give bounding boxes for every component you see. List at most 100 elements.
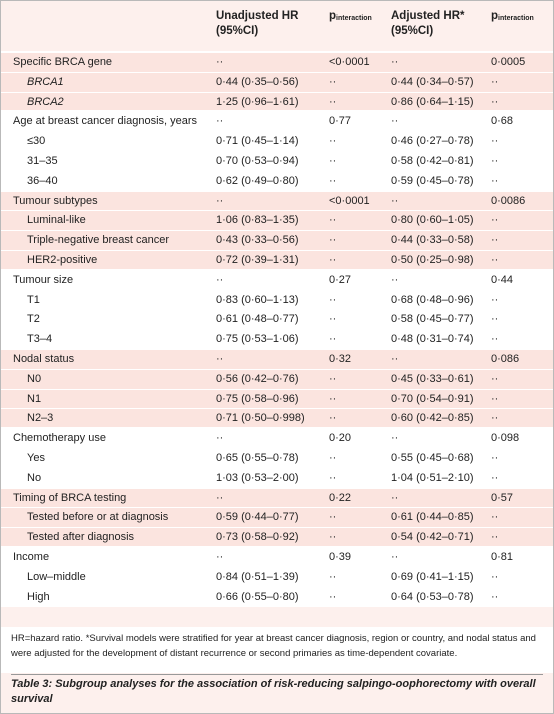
- table-cell: ··: [329, 234, 337, 247]
- table-cell: ··: [329, 174, 337, 187]
- table-cell: 0·0005: [491, 56, 526, 68]
- group: Income ·· 0·39 ·· 0·81 Low–middle 0·84 (0·51–1…: [1, 546, 553, 608]
- table-cell: 36–40: [27, 174, 58, 187]
- table-cell: 0·39: [329, 551, 352, 563]
- table-cell: Tumour size: [13, 273, 74, 286]
- table-cell: Chemotherapy use: [13, 432, 106, 445]
- table-cell: ··: [491, 135, 499, 148]
- table-cell: ··: [491, 253, 499, 266]
- table-cell: 0·64 (0·53–0·78): [391, 590, 474, 603]
- table-cell: 0·58 (0·42–0·81): [391, 154, 474, 167]
- table-cell: ··: [491, 392, 499, 405]
- table-cell: ··: [216, 432, 224, 445]
- header-main: Adjusted HR*: [391, 10, 465, 22]
- table-cell: ··: [216, 56, 224, 68]
- table-cell: ··: [329, 372, 337, 385]
- table-row: Nodal status ·· 0·32 ·· 0·086: [1, 350, 553, 370]
- table-cell: Nodal status: [13, 353, 75, 365]
- table-cell: 0·75 (0·53–1·06): [216, 333, 299, 346]
- table-row: No 1·03 (0·53–2·00) ·· 1·04 (0·51–2·10) ··: [1, 469, 553, 489]
- table-cell: 0·81: [491, 551, 514, 563]
- group: Age at breast cancer diagnosis, years ·· 0…: [1, 110, 553, 192]
- table-cell: N1: [27, 392, 42, 405]
- table-cell: ··: [391, 491, 399, 504]
- table-cell: ··: [491, 531, 499, 544]
- column-header: pinteraction: [329, 9, 372, 26]
- table-row: Tumour size ·· 0·27 ·· 0·44: [1, 271, 553, 291]
- table-cell: 0·77: [329, 115, 352, 128]
- table-cell: 0·66 (0·55–0·80): [216, 590, 299, 603]
- table-cell: 0·71 (0·45–1·14): [216, 135, 299, 148]
- table-cell: 0·83 (0·60–1·13): [216, 293, 299, 306]
- table-cell: ··: [391, 115, 399, 128]
- table-cell: N2–3: [27, 412, 54, 425]
- table-cell: ··: [329, 511, 337, 524]
- table-cell: ··: [391, 273, 399, 286]
- table-cell: 0·59 (0·45–0·78): [391, 174, 474, 187]
- table-cell: 0·58 (0·45–0·77): [391, 313, 474, 326]
- table-cell: 0·68 (0·48–0·96): [391, 293, 474, 306]
- table-cell: ··: [491, 214, 499, 227]
- table-row: N1 0·75 (0·58–0·96) ·· 0·70 (0·54–0·91) ··: [1, 390, 553, 410]
- table-cell: ··: [329, 392, 337, 405]
- table-cell: ··: [216, 491, 224, 504]
- table-cell: 0·44 (0·35–0·56): [216, 75, 299, 88]
- table-cell: T2: [27, 313, 40, 326]
- table-cell: 0·48 (0·31–0·74): [391, 333, 474, 346]
- header-sub: interaction: [336, 15, 372, 22]
- table-cell: ··: [491, 570, 499, 583]
- table-cell: 0·44 (0·33–0·58): [391, 234, 474, 247]
- table-cell: 0·84 (0·51–1·39): [216, 570, 299, 583]
- table-cell: <0·0001: [329, 194, 370, 207]
- table-cell: ··: [329, 253, 337, 266]
- table-cell: ··: [491, 451, 499, 464]
- table-cell: HER2-positive: [27, 253, 98, 266]
- table-cell: 0·22: [329, 491, 352, 504]
- table-cell: 0·75 (0·58–0·96): [216, 392, 299, 405]
- table-cell: Yes: [27, 451, 45, 464]
- table-cell: ··: [391, 551, 399, 563]
- table-cell: 0·73 (0·58–0·92): [216, 531, 299, 544]
- table-row: 36–40 0·62 (0·49–0·80) ·· 0·59 (0·45–0·78) ·…: [1, 172, 553, 192]
- table-row: Tested after diagnosis 0·73 (0·58–0·92) ··…: [1, 528, 553, 548]
- table-cell: No: [27, 471, 42, 484]
- table-cell: ··: [216, 273, 224, 286]
- table-row: Specific BRCA gene ·· <0·0001 ·· 0·0005: [1, 53, 553, 73]
- table-cell: ··: [491, 95, 499, 108]
- table-cell: ··: [491, 154, 499, 167]
- table-cell: 0·57: [491, 491, 514, 504]
- column-header: Unadjusted HR (95%CI): [216, 9, 298, 39]
- group: Tumour size ·· 0·27 ·· 0·44 T1 0·83 (0·60–1·13…: [1, 268, 553, 350]
- table-cell: 0·61 (0·44–0·85): [391, 511, 474, 524]
- table-row: ≤30 0·71 (0·45–1·14) ·· 0·46 (0·27–0·78) ··: [1, 132, 553, 152]
- table-cell: ··: [329, 590, 337, 603]
- table-cell: 0·72 (0·39–1·31): [216, 253, 299, 266]
- table-cell: ··: [391, 432, 399, 445]
- table-cell: High: [27, 590, 50, 603]
- table-cell: ··: [329, 570, 337, 583]
- table-row: High 0·66 (0·55–0·80) ·· 0·64 (0·53–0·78) ··: [1, 588, 553, 608]
- table-cell: T3–4: [27, 333, 53, 346]
- table-cell: ··: [391, 56, 399, 68]
- table-cell: 0·71 (0·50–0·998): [216, 412, 305, 425]
- header-main: p: [329, 10, 337, 22]
- table-cell: N0: [27, 372, 42, 385]
- table-cell: ··: [491, 590, 499, 603]
- table-cell: ··: [216, 353, 224, 365]
- table-cell: 0·44: [491, 273, 514, 286]
- table-cell: ··: [216, 194, 224, 207]
- table-cell: 0·86 (0·64–1·15): [391, 95, 474, 108]
- footnote: HR=hazard ratio. *Survival models were s…: [11, 633, 536, 659]
- table-cell: ··: [491, 75, 499, 88]
- table-cell: 1·25 (0·96–1·61): [216, 95, 299, 108]
- table-cell: 0·61 (0·48–0·77): [216, 313, 299, 326]
- table-cell: 0·098: [491, 432, 520, 445]
- table-cell: ··: [329, 154, 337, 167]
- table-cell: Tested after diagnosis: [27, 531, 135, 544]
- table-cell: BRCA1: [27, 75, 64, 88]
- header-main: Unadjusted HR: [216, 10, 299, 22]
- table-cell: ··: [329, 75, 337, 88]
- footnote-area: [1, 627, 553, 673]
- table-row: N0 0·56 (0·42–0·76) ·· 0·45 (0·33–0·61) ··: [1, 370, 553, 390]
- table-row: Yes 0·65 (0·55–0·78) ·· 0·55 (0·45–0·68) ··: [1, 449, 553, 469]
